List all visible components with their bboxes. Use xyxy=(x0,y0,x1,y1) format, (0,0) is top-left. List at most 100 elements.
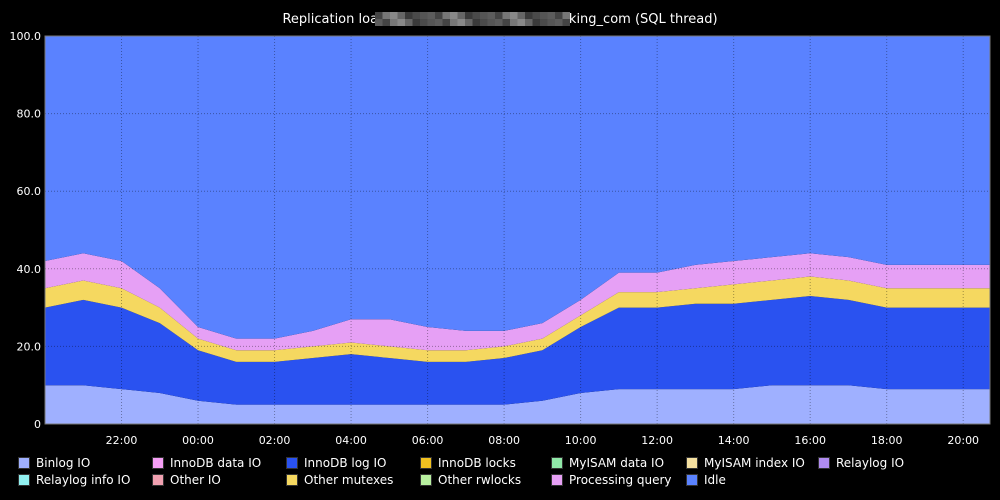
plot-area xyxy=(45,36,990,424)
redaction-pixel xyxy=(525,19,533,26)
legend-swatch xyxy=(286,457,298,469)
y-tick-label: 40.0 xyxy=(17,263,42,276)
x-tick-label: 02:00 xyxy=(259,434,291,447)
redaction-pixel xyxy=(427,19,435,26)
redaction-pixel xyxy=(420,19,428,26)
x-tick-label: 00:00 xyxy=(182,434,214,447)
redaction-pixel xyxy=(472,12,480,19)
legend-item: InnoDB data IO xyxy=(152,456,261,470)
redaction-pixel xyxy=(540,12,548,19)
plot-frame xyxy=(44,35,991,425)
legend-item: InnoDB locks xyxy=(420,456,516,470)
x-tick-label: 10:00 xyxy=(565,434,597,447)
x-tick-label: 22:00 xyxy=(106,434,138,447)
legend-swatch xyxy=(686,457,698,469)
legend-label: InnoDB data IO xyxy=(170,456,262,470)
redaction-pixel xyxy=(405,19,413,26)
redaction-pixel xyxy=(495,12,503,19)
redaction-pixel xyxy=(472,19,480,26)
legend-swatch xyxy=(286,474,298,486)
legend-swatch xyxy=(152,457,164,469)
legend-swatch xyxy=(152,474,164,486)
x-tick-label: 08:00 xyxy=(488,434,520,447)
redaction-pixel xyxy=(405,12,413,19)
redaction-pixel xyxy=(375,19,383,26)
x-tick-label: 14:00 xyxy=(718,434,750,447)
redaction-pixel xyxy=(510,19,518,26)
redaction-pixel xyxy=(435,19,443,26)
redaction-pixel xyxy=(562,19,570,26)
area-binlog-io xyxy=(45,385,990,424)
redaction-pixel xyxy=(502,12,510,19)
legend-item: Relaylog info IO xyxy=(18,473,130,487)
redaction-pixel xyxy=(480,12,488,19)
redaction-pixel xyxy=(547,19,555,26)
legend-label: Other IO xyxy=(170,473,221,487)
x-tick-label: 18:00 xyxy=(871,434,903,447)
redaction-pixel xyxy=(517,12,525,19)
redaction-pixel xyxy=(435,12,443,19)
x-tick-label: 06:00 xyxy=(412,434,444,447)
redaction-pixel xyxy=(555,12,563,19)
redaction-pixel xyxy=(480,19,488,26)
legend-item: Relaylog IO xyxy=(818,456,904,470)
redaction-pixel xyxy=(450,12,458,19)
legend-item: Other IO xyxy=(152,473,221,487)
legend-item: MyISAM index IO xyxy=(686,456,805,470)
legend-item: Other mutexes xyxy=(286,473,393,487)
legend-label: Relaylog info IO xyxy=(36,473,131,487)
legend-label: MyISAM index IO xyxy=(704,456,805,470)
redaction-pixel xyxy=(390,12,398,19)
redaction-pixel xyxy=(517,19,525,26)
redaction-pixel xyxy=(465,19,473,26)
redaction-pixel xyxy=(427,12,435,19)
redaction-pixel xyxy=(375,12,383,19)
legend-label: Binlog IO xyxy=(36,456,91,470)
y-tick-label: 0 xyxy=(34,418,41,431)
redaction-pixel xyxy=(555,19,563,26)
x-tick-label: 12:00 xyxy=(641,434,673,447)
redaction-pixel xyxy=(397,12,405,19)
legend-swatch xyxy=(420,457,432,469)
legend-item: Processing query xyxy=(551,473,672,487)
legend-swatch xyxy=(818,457,830,469)
legend-swatch xyxy=(18,474,30,486)
redaction-pixel xyxy=(495,19,503,26)
redaction-pixel xyxy=(412,19,420,26)
redaction-pixel xyxy=(420,12,428,19)
legend-item: Idle xyxy=(686,473,726,487)
area-processing-query xyxy=(45,253,990,351)
legend-label: InnoDB log IO xyxy=(304,456,387,470)
redaction-pixel xyxy=(382,19,390,26)
legend-swatch xyxy=(420,474,432,486)
legend-label: Idle xyxy=(704,473,726,487)
y-tick-label: 60.0 xyxy=(17,185,42,198)
redaction-pixel xyxy=(442,12,450,19)
x-tick-label: 20:00 xyxy=(947,434,979,447)
legend-label: InnoDB locks xyxy=(438,456,516,470)
redaction-pixel xyxy=(547,12,555,19)
redaction-pixel xyxy=(450,19,458,26)
legend-label: Processing query xyxy=(569,473,672,487)
redaction-pixel xyxy=(487,19,495,26)
legend-label: Relaylog IO xyxy=(836,456,905,470)
y-tick-label: 80.0 xyxy=(17,108,42,121)
redaction-pixel xyxy=(510,12,518,19)
redaction-pixel xyxy=(390,19,398,26)
y-tick-label: 100.0 xyxy=(10,30,42,43)
redaction-pixel xyxy=(532,12,540,19)
legend-item: Binlog IO xyxy=(18,456,90,470)
area-other-mutexes xyxy=(45,276,990,362)
axes: 0 20.0 40.0 60.0 80.0 100.0 22:00 00:00 02:00 04:… xyxy=(10,30,991,447)
x-tick-label: 04:00 xyxy=(335,434,367,447)
redaction-pixel xyxy=(532,19,540,26)
legend-label: Other mutexes xyxy=(304,473,394,487)
redaction-pixel xyxy=(540,19,548,26)
y-tick-label: 20.0 xyxy=(17,340,42,353)
area-idle xyxy=(45,36,990,339)
legend-swatch xyxy=(686,474,698,486)
legend-label: MyISAM data IO xyxy=(569,456,665,470)
redaction-pixel xyxy=(412,12,420,19)
redaction-pixel xyxy=(562,12,570,19)
redaction-pixel xyxy=(457,12,465,19)
